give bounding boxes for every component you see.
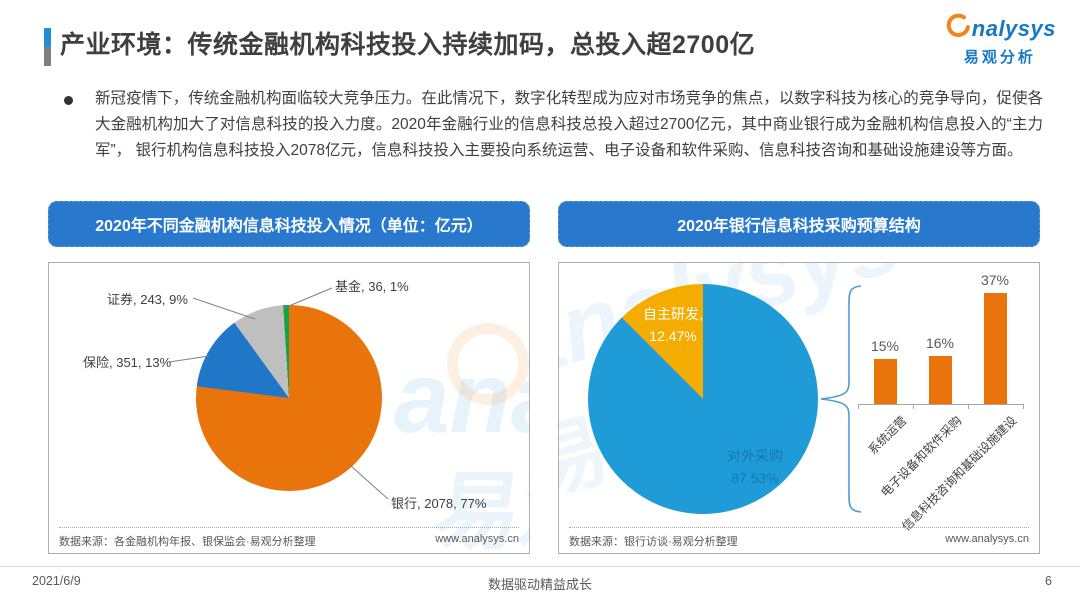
budget-bar — [984, 293, 1007, 404]
budget-bar — [929, 356, 952, 404]
page-title: 产业环境：传统金融机构科技投入持续加码，总投入超2700亿 — [60, 31, 756, 59]
axis-tick — [858, 404, 859, 409]
axis-tick — [968, 404, 969, 409]
bar-value-label: 16% — [925, 335, 955, 351]
right-website-link[interactable]: www.analysys.cn — [945, 533, 1029, 545]
left-website-link[interactable]: www.analysys.cn — [435, 533, 519, 545]
pie-label-outsourced-name: 对外采购 — [727, 448, 783, 464]
logo-row: nalysys — [944, 12, 1056, 45]
footer-divider — [0, 566, 1080, 567]
bar-x-axis — [858, 404, 1024, 405]
title-accent-bar — [44, 28, 51, 66]
institutions-pie — [196, 305, 382, 491]
budget-bar — [874, 359, 897, 404]
logo-brand-text: nalysys — [971, 15, 1056, 41]
left-chart-title: 2020年不同金融机构信息科技投入情况（单位：亿元） — [48, 201, 530, 247]
right-source-text: 数据来源：银行访谈·易观分析整理 — [569, 536, 738, 548]
right-chart-title: 2020年银行信息科技采购预算结构 — [558, 201, 1040, 247]
watermark-orange-ring — [447, 323, 529, 405]
pie-label-bank: 银行, 2078, 77% — [391, 496, 487, 511]
logo-brand-chinese: 易观分析 — [963, 49, 1036, 66]
left-source-text: 数据来源：各金融机构年报、银保监会·易观分析整理 — [59, 536, 316, 548]
pie-label-inhouse-pct: 12.47% — [649, 328, 697, 344]
watermark-analysys: analysys — [394, 342, 529, 454]
page-number: 6 — [1045, 574, 1052, 588]
bar-value-label: 15% — [870, 338, 900, 354]
axis-tick — [1023, 404, 1024, 409]
pie-label-insurance: 保险, 351, 13% — [83, 355, 172, 370]
bar-category-label: 信息科技咨询和基础设施建设 — [899, 413, 1020, 534]
axis-tick — [913, 404, 914, 409]
pie-label-inhouse-name: 自主研发, — [643, 306, 703, 322]
procurement-pie — [588, 284, 818, 514]
bar-category-label: 系统运营 — [865, 413, 910, 458]
analysys-logo: nalysys 易观分析 — [944, 12, 1056, 67]
pie-label-fund: 基金, 36, 1% — [335, 279, 409, 294]
footer-date: 2021/6/9 — [32, 574, 81, 588]
pie-label-outsourced-pct: 87.53% — [731, 470, 779, 486]
logo-swirl-icon — [944, 12, 972, 45]
pie-label-outsourced: 对外采购 87.53% — [705, 449, 805, 485]
summary-paragraph: 新冠疫情下，传统金融机构面临较大竞争压力。在此情况下，数字化转型成为应对市场竞争… — [95, 90, 1043, 160]
pie-label-securities: 证券, 243, 9% — [107, 292, 188, 307]
left-chart-panel: analysys 易观 银行, 2078, 77% 保险, 351, 13% 证… — [48, 262, 530, 554]
bar-value-label: 37% — [980, 272, 1010, 288]
left-source-row: 数据来源：各金融机构年报、银保监会·易观分析整理 www.analysys.cn — [59, 527, 519, 549]
right-chart-panel: analysys 易观 自主研发, 12.47% 对外采购 87.53% 15%… — [558, 262, 1040, 554]
brace-connector — [820, 285, 862, 513]
footer-slogan: 数据驱动精益成长 — [487, 577, 592, 592]
pie-label-inhouse: 自主研发, 12.47% — [621, 307, 725, 343]
right-source-row: 数据来源：银行访谈·易观分析整理 www.analysys.cn — [569, 527, 1029, 549]
bullet-icon — [64, 96, 73, 105]
